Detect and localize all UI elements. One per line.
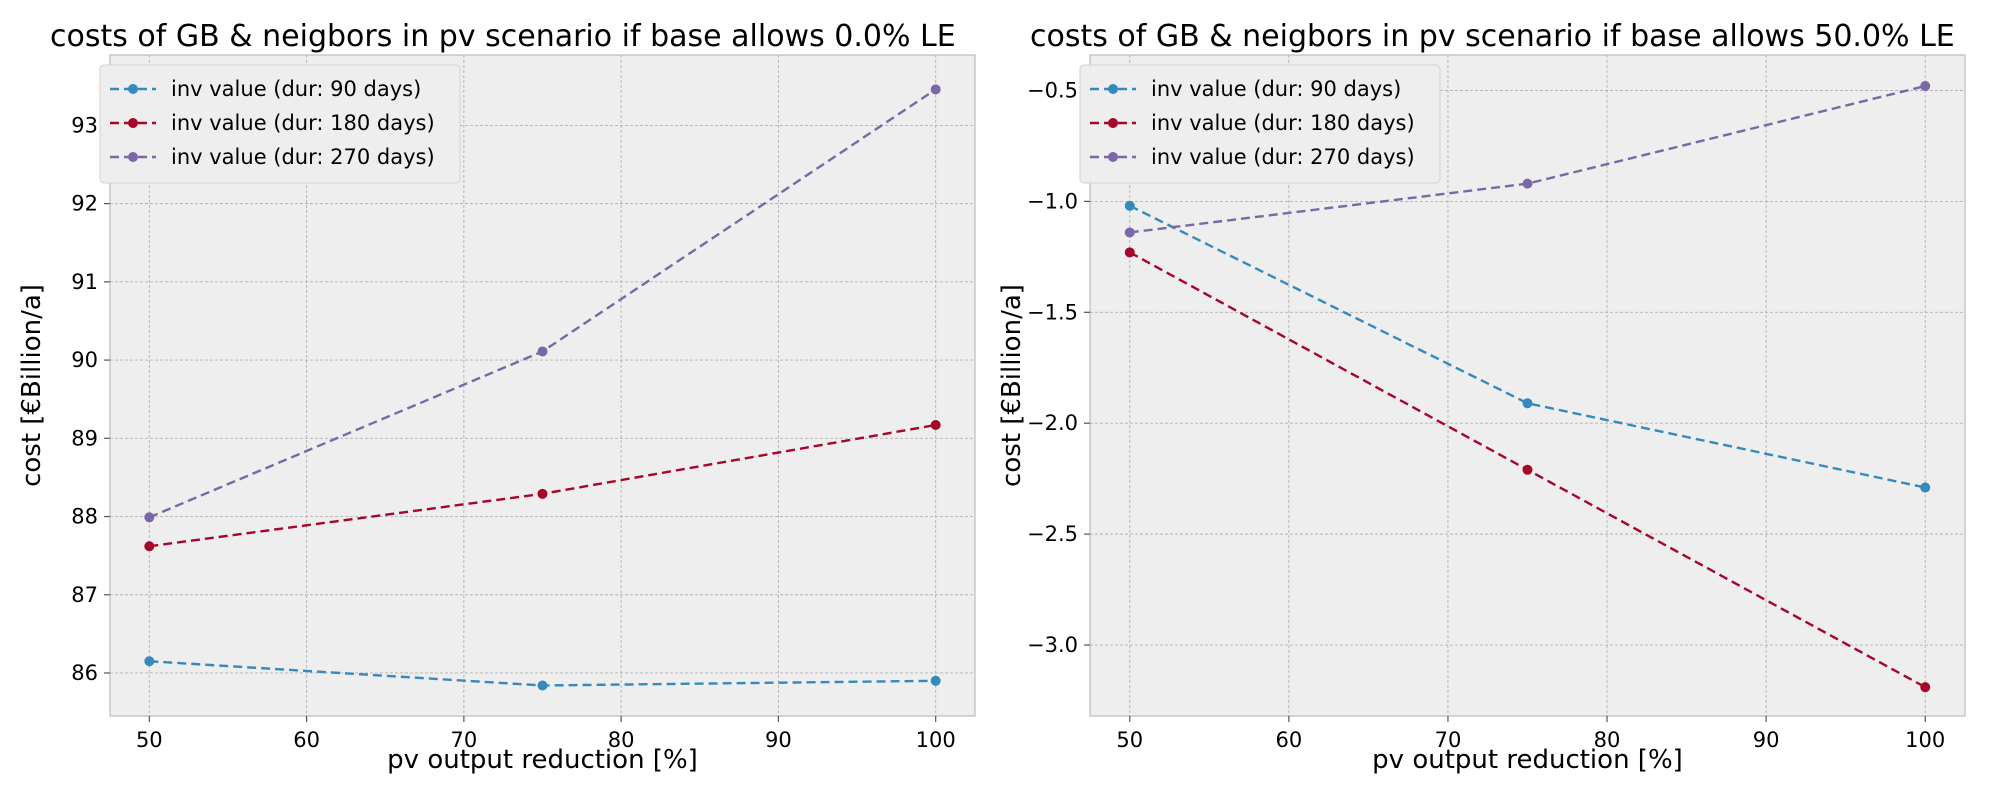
- data-point-s1-0: [1124, 247, 1135, 258]
- legend-frame: [99, 64, 461, 184]
- x-tick-label: 90: [765, 728, 792, 752]
- data-point-s0-1: [537, 680, 548, 691]
- x-tick-label: 80: [1594, 728, 1621, 752]
- data-point-s2-2: [930, 84, 941, 95]
- x-tick-label: 70: [1435, 728, 1462, 752]
- data-point-s2-0: [144, 512, 155, 523]
- y-tick-label: 89: [71, 426, 98, 450]
- x-tick-label: 50: [1116, 728, 1143, 752]
- legend-marker-0: [1108, 84, 1118, 94]
- x-tick-label: 100: [916, 728, 956, 752]
- legend-label-2: inv value (dur: 270 days): [1151, 145, 1415, 169]
- legend-label-1: inv value (dur: 180 days): [171, 111, 435, 135]
- y-tick-label: −1.5: [1027, 300, 1078, 324]
- x-axis-label: pv output reduction [%]: [387, 745, 698, 775]
- data-point-s0-0: [144, 656, 155, 667]
- data-point-s1-2: [930, 420, 941, 431]
- legend-marker-0: [128, 84, 138, 94]
- data-point-s1-0: [144, 541, 155, 552]
- legend-marker-2: [128, 152, 138, 162]
- y-axis-label: cost [€Billion/a]: [997, 284, 1027, 487]
- y-tick-label: −2.5: [1027, 522, 1078, 546]
- y-tick-label: 92: [71, 192, 98, 216]
- data-point-s0-2: [930, 675, 941, 686]
- chart-panel-0: 50 60 70 80 90 100 86 87 88 89 90 91 92 93 costs of GB…: [17, 19, 976, 775]
- y-tick-label: 86: [71, 661, 98, 685]
- x-tick-label: 80: [608, 728, 635, 752]
- data-point-s1-1: [1522, 464, 1533, 475]
- y-tick-label: 87: [71, 583, 98, 607]
- legend-label-2: inv value (dur: 270 days): [171, 145, 435, 169]
- legend-label-0: inv value (dur: 90 days): [1151, 77, 1401, 101]
- data-point-s2-2: [1920, 81, 1931, 92]
- x-tick-label: 90: [1753, 728, 1780, 752]
- y-tick-label: 93: [71, 113, 98, 137]
- legend-marker-2: [1108, 152, 1118, 162]
- data-point-s2-1: [1522, 178, 1533, 189]
- x-tick-label: 70: [450, 728, 477, 752]
- data-point-s1-2: [1920, 682, 1931, 693]
- x-tick-label: 60: [293, 728, 320, 752]
- y-tick-label: −2.0: [1027, 411, 1078, 435]
- data-point-s2-0: [1124, 227, 1135, 238]
- chart-panel-1: 50 60 70 80 90 100 −3.0 −2.5 −2.0 −1.5 −1.0 −0.5 cos…: [997, 19, 1966, 775]
- y-tick-label: 88: [71, 505, 98, 529]
- y-tick-label: −0.5: [1027, 78, 1078, 102]
- legend: inv value (dur: 90 days) inv value (dur: …: [99, 64, 461, 184]
- data-point-s1-1: [537, 488, 548, 499]
- legend-label-1: inv value (dur: 180 days): [1151, 111, 1415, 135]
- data-point-s2-1: [537, 346, 548, 357]
- y-tick-label: 90: [71, 348, 98, 372]
- y-tick-label: −3.0: [1027, 633, 1078, 657]
- x-tick-label: 100: [1905, 728, 1945, 752]
- x-tick-label: 60: [1275, 728, 1302, 752]
- series-line-0: [1129, 204, 1926, 489]
- legend-frame: [1079, 64, 1441, 184]
- x-axis-label: pv output reduction [%]: [1372, 745, 1683, 775]
- legend-label-0: inv value (dur: 90 days): [171, 77, 421, 101]
- data-point-s0-0: [1124, 200, 1135, 211]
- y-tick-label: −1.0: [1027, 189, 1078, 213]
- x-tick-label: 50: [136, 728, 163, 752]
- y-tick-label: 91: [71, 270, 98, 294]
- y-axis-label: cost [€Billion/a]: [17, 284, 47, 487]
- legend-marker-1: [128, 118, 138, 128]
- legend-marker-1: [1108, 118, 1118, 128]
- chart-title: costs of GB & neigbors in pv scenario if…: [1030, 19, 1955, 54]
- chart-title: costs of GB & neigbors in pv scenario if…: [50, 19, 956, 54]
- data-point-s0-2: [1920, 482, 1931, 493]
- legend: inv value (dur: 90 days) inv value (dur: …: [1079, 64, 1441, 184]
- data-point-s0-1: [1522, 398, 1533, 409]
